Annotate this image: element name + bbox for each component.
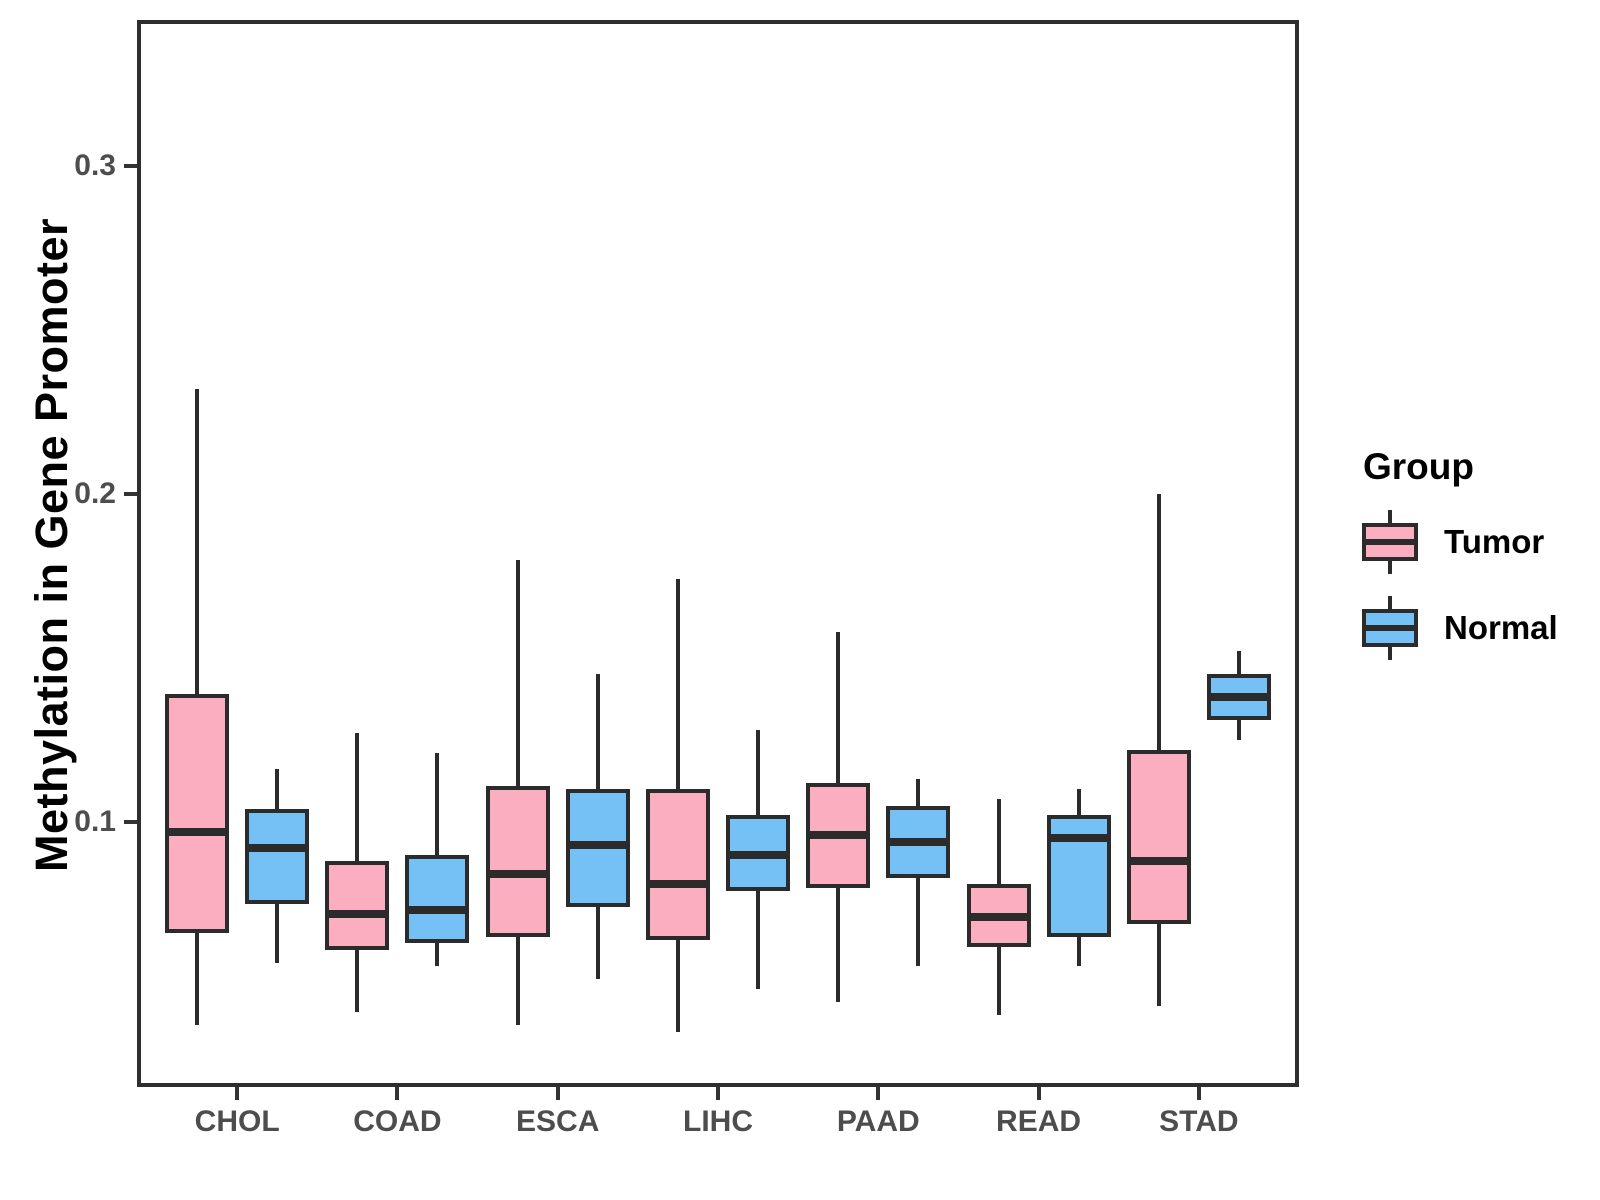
y-tick-mark	[124, 164, 137, 168]
x-tick-label-CHOL: CHOL	[194, 1105, 280, 1138]
y-tick-label: 0.1	[74, 804, 116, 838]
x-tick-mark	[876, 1087, 881, 1100]
median-tumor-COAD	[325, 909, 390, 918]
box-normal-COAD	[405, 854, 470, 944]
legend-boxplot-icon-tumor	[1362, 510, 1418, 574]
legend-entry-tumor: Tumor	[1362, 510, 1590, 574]
legend: Group Tumor Normal	[1340, 446, 1590, 660]
median-tumor-LIHC	[646, 880, 710, 889]
y-tick-label: 0.3	[74, 149, 116, 182]
boxplot-layer	[141, 24, 1295, 1083]
x-tick-label-LIHC: LIHC	[683, 1105, 753, 1138]
median-tumor-PAAD	[806, 831, 871, 840]
legend-glyph-median	[1366, 625, 1414, 631]
median-normal-COAD	[405, 906, 470, 915]
x-tick-label-STAD: STAD	[1159, 1105, 1239, 1138]
box-tumor-COAD	[325, 861, 390, 950]
box-tumor-ESCA	[485, 785, 550, 937]
y-tick-label: 0.2	[74, 476, 116, 510]
box-tumor-LIHC	[646, 789, 710, 940]
x-tick-mark	[1196, 1087, 1201, 1100]
x-tick-mark	[395, 1087, 400, 1100]
median-tumor-CHOL	[165, 827, 230, 836]
legend-boxplot-icon-normal	[1362, 596, 1418, 660]
x-tick-mark	[716, 1087, 720, 1100]
x-tick-mark	[235, 1087, 240, 1100]
x-tick-label-ESCA: ESCA	[516, 1105, 600, 1138]
box-normal-CHOL	[245, 808, 310, 904]
y-tick-mark	[124, 819, 137, 824]
box-tumor-CHOL	[165, 694, 230, 934]
y-tick-mark	[124, 491, 137, 496]
median-tumor-STAD	[1126, 857, 1191, 866]
box-tumor-STAD	[1126, 749, 1191, 924]
legend-title: Group	[1363, 446, 1474, 487]
median-normal-ESCA	[565, 840, 630, 849]
x-tick-label-READ: READ	[996, 1105, 1082, 1138]
legend-label-normal: Normal	[1444, 609, 1558, 646]
median-tumor-ESCA	[485, 870, 550, 879]
legend-entry-normal: Normal	[1362, 596, 1590, 660]
legend-label-tumor: Tumor	[1444, 523, 1545, 560]
median-tumor-READ	[966, 913, 1031, 922]
plot-panel	[137, 20, 1299, 1087]
median-normal-PAAD	[886, 837, 951, 846]
x-tick-mark	[1036, 1087, 1041, 1100]
median-normal-STAD	[1206, 693, 1271, 702]
y-axis-title: Methylation in Gene Promoter	[26, 217, 77, 873]
legend-entries: Tumor Normal	[1340, 510, 1590, 660]
x-tick-label-PAAD: PAAD	[836, 1105, 920, 1138]
x-tick-mark	[555, 1087, 560, 1100]
median-normal-CHOL	[245, 844, 310, 853]
legend-glyph-median	[1366, 539, 1414, 545]
median-normal-READ	[1046, 834, 1111, 843]
x-tick-label-COAD: COAD	[353, 1105, 442, 1138]
median-normal-LIHC	[726, 850, 790, 859]
